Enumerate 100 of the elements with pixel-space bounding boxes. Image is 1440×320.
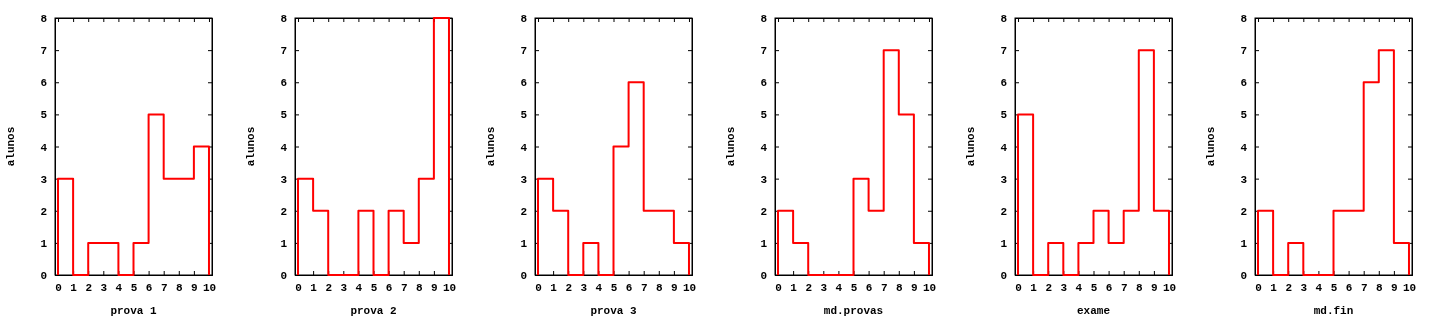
x-tick-label: 9 [1391,281,1398,294]
y-tick-label: 3 [280,173,288,186]
y-tick-label: 0 [280,270,287,283]
x-tick-label: 8 [1135,281,1143,294]
y-tick-label: 7 [280,45,287,58]
x-tick-label: 10 [442,281,457,294]
y-tick-label: 4 [280,141,288,154]
y-tick-label: 7 [1000,45,1007,58]
y-axis-title: alunos [485,126,497,167]
x-tick-label: 9 [191,281,198,294]
x-tick-label: 1 [790,281,798,294]
x-tick-label: 8 [175,281,183,294]
y-tick-label: 2 [1000,205,1007,218]
y-axis-title: alunos [1205,126,1217,167]
y-tick-label: 3 [1000,173,1008,186]
y-tick-label: 5 [760,109,768,122]
x-tick-label: 7 [160,281,168,294]
x-tick-label: 5 [850,281,858,294]
y-tick-label: 8 [40,13,48,26]
y-tick-label: 4 [1000,141,1008,154]
y-tick-label: 1 [280,237,288,250]
x-tick-label: 2 [85,281,93,294]
x-tick-label: 9 [671,281,678,294]
y-axis-title: alunos [965,126,977,167]
y-tick-label: 2 [40,205,47,218]
x-axis-title: exame [1076,305,1111,317]
y-tick-label: 5 [40,109,48,122]
x-tick-label: 7 [880,281,888,294]
x-axis-title: prova 2 [350,305,397,317]
y-tick-label: 2 [760,205,767,218]
y-tick-label: 8 [280,13,288,26]
x-tick-label: 2 [1045,281,1053,294]
y-tick-label: 6 [1000,77,1007,90]
x-tick-label: 10 [682,281,697,294]
x-tick-label: 4 [115,281,123,294]
x-tick-label: 0 [1255,281,1262,294]
x-tick-label: 6 [385,281,393,294]
x-tick-label: 0 [1015,281,1022,294]
x-tick-label: 4 [355,281,363,294]
x-tick-label: 4 [1315,281,1323,294]
y-tick-label: 5 [1000,109,1008,122]
x-tick-label: 0 [295,281,302,294]
x-tick-label: 5 [130,281,138,294]
x-tick-label: 8 [1375,281,1383,294]
y-tick-label: 6 [40,77,47,90]
x-tick-label: 7 [400,281,408,294]
x-tick-label: 7 [1360,281,1368,294]
x-tick-label: 10 [1402,281,1417,294]
x-tick-label: 8 [895,281,903,294]
y-tick-label: 5 [1240,109,1248,122]
y-tick-label: 7 [1240,45,1247,58]
x-tick-label: 0 [55,281,62,294]
x-tick-label: 6 [625,281,633,294]
x-axis-title: md.provas [823,305,884,317]
x-tick-label: 2 [1285,281,1293,294]
y-tick-label: 4 [40,141,48,154]
x-tick-label: 2 [565,281,573,294]
y-tick-label: 6 [280,77,287,90]
y-tick-label: 0 [760,270,767,283]
y-axis-title: alunos [725,126,737,167]
y-tick-label: 5 [280,109,288,122]
y-tick-label: 0 [520,270,527,283]
x-tick-label: 6 [1105,281,1113,294]
x-tick-label: 4 [1075,281,1083,294]
x-tick-label: 7 [640,281,648,294]
x-tick-label: 2 [805,281,813,294]
x-tick-label: 1 [70,281,78,294]
y-tick-label: 8 [1240,13,1248,26]
x-tick-label: 8 [415,281,423,294]
x-tick-label: 5 [1090,281,1098,294]
x-tick-label: 6 [865,281,873,294]
y-tick-label: 0 [1240,270,1247,283]
y-tick-label: 8 [760,13,768,26]
x-tick-label: 5 [370,281,378,294]
x-tick-label: 4 [595,281,603,294]
x-tick-label: 6 [1345,281,1353,294]
y-tick-label: 0 [1000,270,1007,283]
y-tick-label: 1 [1000,237,1008,250]
x-tick-label: 1 [1030,281,1038,294]
y-tick-label: 1 [40,237,48,250]
y-tick-label: 2 [520,205,527,218]
x-tick-label: 7 [1120,281,1128,294]
x-axis-title: md.fin [1313,305,1354,317]
y-tick-label: 3 [520,173,528,186]
y-tick-label: 5 [520,109,528,122]
x-tick-label: 4 [835,281,843,294]
x-tick-label: 3 [100,281,108,294]
y-tick-label: 4 [760,141,768,154]
x-tick-label: 0 [775,281,782,294]
y-axis-title: alunos [245,126,257,167]
y-tick-label: 2 [280,205,287,218]
x-axis-title: prova 3 [590,305,637,317]
y-tick-label: 1 [760,237,768,250]
x-tick-label: 9 [911,281,918,294]
y-tick-label: 3 [40,173,48,186]
y-tick-label: 7 [520,45,527,58]
y-tick-label: 2 [1240,205,1247,218]
y-tick-label: 6 [1240,77,1247,90]
y-tick-label: 1 [520,237,528,250]
y-tick-label: 1 [1240,237,1248,250]
